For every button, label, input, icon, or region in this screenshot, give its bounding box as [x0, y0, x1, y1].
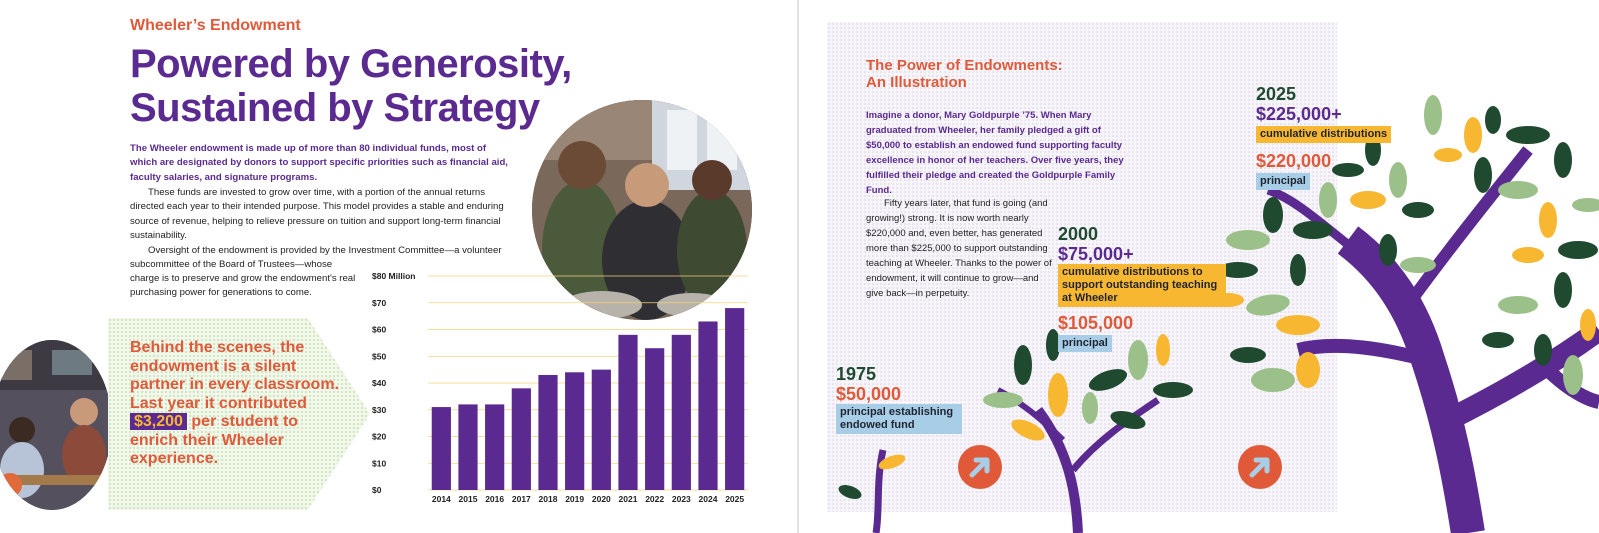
callout-after: per student to enrich their Wheeler expe…: [130, 413, 299, 467]
milestone-2025-distributions-label: cumulative distributions: [1256, 126, 1392, 143]
chart-bar-2024: [698, 321, 718, 490]
arrow-up-right-icon: [969, 457, 990, 478]
milestone-2000-year: 2000: [1058, 224, 1099, 244]
chart-y-tick-label: $80 Million: [372, 272, 415, 281]
chart-bar-2015: [458, 404, 478, 490]
photo-students-pottery-art: [532, 100, 752, 320]
headline-line-1: Powered by Generosity,: [130, 42, 572, 86]
chart-x-tick-label: 2014: [432, 494, 451, 504]
chart-x-tick-label: 2019: [565, 494, 584, 504]
illustration-title-line-1: The Power of Endowments:: [866, 57, 1063, 74]
chart-bar-2021: [618, 334, 638, 490]
chart-bar-2022: [645, 348, 665, 490]
milestone-2025-distributions: $225,000+: [1256, 104, 1342, 124]
milestone-2000-principal-label: principal: [1058, 335, 1112, 352]
chart-y-tick-label: $70: [372, 298, 386, 308]
chart-x-tick-label: 2016: [485, 494, 504, 504]
endowment-bar-chart: $0 $10 $20 $30 $40 $50 $60 $70 $80 Million 2014 20…: [372, 272, 748, 504]
chart-bar-2014: [431, 407, 451, 490]
chart-y-tick-label: $60: [372, 325, 386, 335]
chart-y-tick-label: $50: [372, 351, 386, 361]
milestone-2000: 2000 $75,000+ cumulative distributions t…: [1058, 224, 1228, 352]
milestone-2000-distributions: $75,000+: [1058, 244, 1134, 264]
arrow-up-right-icon: [1249, 457, 1270, 478]
chart-y-tick-label: $0: [372, 485, 382, 495]
chart-x-tick-label: 2022: [645, 494, 664, 504]
milestone-2025: 2025 $225,000+ cumulative distributions …: [1256, 84, 1406, 190]
chart-bar-2016: [485, 404, 505, 490]
body-paragraph-3a: Oversight of the endowment is provided b…: [130, 245, 502, 271]
milestone-2000-principal: $105,000: [1058, 313, 1134, 333]
chart-bar-2023: [671, 334, 691, 490]
milestone-2025-principal-label: principal: [1256, 173, 1310, 190]
photo-students-classroom: [0, 340, 112, 510]
photo-students-pottery: [532, 100, 752, 320]
milestone-1975-amount: $50,000: [836, 384, 902, 404]
chart-bar-2019: [565, 372, 585, 490]
growth-arrow-2: [1238, 445, 1282, 489]
chart-x-tick-label: 2015: [459, 494, 478, 504]
milestone-1975-label: principal establishing endowed fund: [836, 404, 962, 434]
headline-line-2: Sustained by Strategy: [130, 86, 540, 130]
body-paragraph-2: These funds are invested to grow over ti…: [130, 187, 504, 242]
page-headline: Powered by Generosity, Sustained by Stra…: [130, 42, 690, 130]
callout-arrow-panel: [108, 318, 370, 510]
chart-x-tick-label: 2020: [592, 494, 611, 504]
chart-bar-2020: [591, 369, 611, 490]
illustration-title: The Power of Endowments: An Illustration: [866, 57, 1063, 91]
illustration-title-line-2: An Illustration: [866, 74, 967, 91]
milestone-2025-principal: $220,000: [1256, 151, 1332, 171]
illustration-lead: Imagine a donor, Mary Goldpurple ’75. Wh…: [866, 110, 1124, 196]
tree-illustration: [838, 95, 1599, 533]
growth-arrow-1: [958, 445, 1002, 489]
callout-highlight-amount: $3,200: [130, 413, 187, 430]
chart-y-tick-label: $20: [372, 432, 386, 442]
milestone-2000-distributions-label: cumulative distributions to support outs…: [1058, 264, 1226, 307]
chart-x-tick-label: 2017: [512, 494, 531, 504]
chart-y-tick-label: $40: [372, 378, 386, 388]
page-spine: [797, 0, 799, 533]
chart-x-tick-label: 2025: [725, 494, 744, 504]
chart-x-tick-label: 2018: [539, 494, 558, 504]
body-paragraph-3b: charge is to preserve and grow the endow…: [130, 273, 356, 299]
callout-before: Behind the scenes, the endowment is a si…: [130, 339, 339, 412]
milestone-2025-year: 2025: [1256, 84, 1297, 104]
callout-text: Behind the scenes, the endowment is a si…: [130, 339, 348, 469]
chart-bar-2025: [725, 308, 745, 490]
chart-y-tick-label: $30: [372, 405, 386, 415]
illustration-body: Fifty years later, that fund is going (a…: [866, 198, 1052, 299]
chart-bar-2018: [538, 374, 558, 490]
chart-x-tick-label: 2023: [672, 494, 691, 504]
intro-lead: The Wheeler endowment is made up of more…: [130, 143, 508, 183]
chart-x-tick-label: 2021: [619, 494, 638, 504]
milestone-1975-year: 1975: [836, 364, 877, 384]
milestone-1975: 1975 $50,000 principal establishing endo…: [836, 364, 966, 434]
chart-bar-2017: [511, 388, 531, 490]
chart-x-tick-label: 2024: [699, 494, 718, 504]
chart-y-tick-label: $10: [372, 458, 386, 468]
section-eyebrow: Wheeler’s Endowment: [130, 17, 301, 34]
